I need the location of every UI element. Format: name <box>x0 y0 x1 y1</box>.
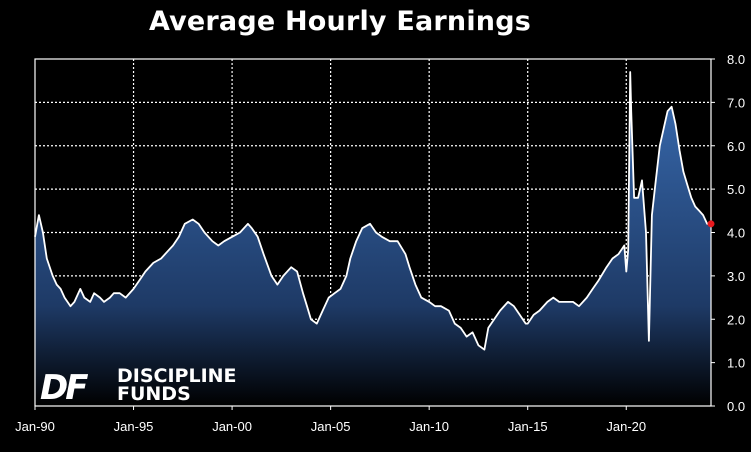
y-tick-label: 1.0 <box>727 356 745 371</box>
logo-line1: DISCIPLINE <box>117 365 237 387</box>
x-tick-label: Jan-90 <box>15 419 55 434</box>
y-tick-label: 8.0 <box>727 52 745 67</box>
x-tick-label: Jan-15 <box>508 419 548 434</box>
chart-title: Average Hourly Earnings <box>148 6 532 37</box>
y-tick-label: 2.0 <box>727 312 745 327</box>
earnings-line <box>34 71 711 351</box>
x-tick-label: Jan-95 <box>114 419 154 434</box>
y-tick-label: 0.0 <box>727 399 745 414</box>
y-tick-label: 3.0 <box>727 269 745 284</box>
y-tick-label: 5.0 <box>727 182 745 197</box>
last-value-marker <box>707 220 715 228</box>
logo-line2: FUNDS <box>117 383 191 405</box>
axis-ticks: 0.0 1.0 2.0 3.0 4.0 5.0 6.0 7.0 8.0 Jan-90 Jan-95 J… <box>15 52 745 434</box>
y-tick-label: 7.0 <box>727 95 745 110</box>
earnings-area <box>35 72 711 406</box>
x-tick-label: Jan-20 <box>606 419 646 434</box>
x-tick-label: Jan-10 <box>409 419 449 434</box>
y-tick-label: 6.0 <box>727 139 745 154</box>
x-tick-label: Jan-00 <box>212 419 252 434</box>
logo-monogram: DF <box>40 368 88 408</box>
y-tick-label: 4.0 <box>727 226 745 241</box>
x-tick-label: Jan-05 <box>311 419 351 434</box>
